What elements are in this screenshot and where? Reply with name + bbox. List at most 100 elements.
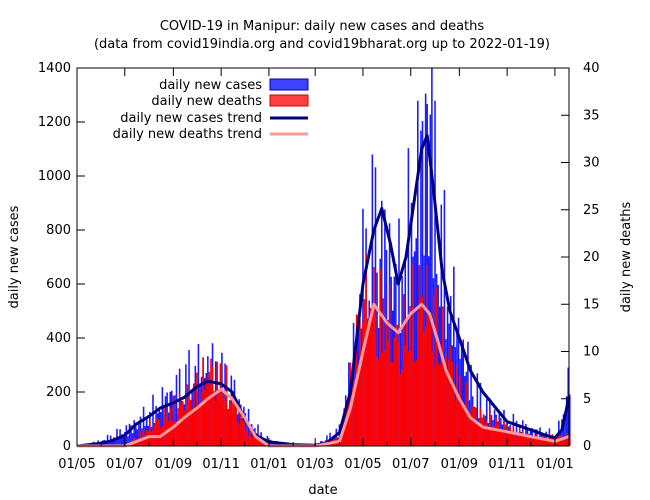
y2-tick-label: 25 — [583, 203, 600, 218]
deaths-bar — [564, 439, 566, 446]
deaths-bar — [207, 384, 209, 446]
deaths-bar — [467, 416, 469, 446]
axes-layer: 0 200 400 600 800 1000 1200 1400 0 5 10 15 20 25 30 35 4… — [38, 61, 600, 472]
deaths-bar — [569, 437, 571, 446]
deaths-bar — [236, 422, 239, 446]
deaths-bar — [379, 268, 381, 446]
cases-bar — [120, 434, 123, 446]
deaths-bar — [214, 400, 217, 446]
deaths-bar — [438, 365, 441, 446]
deaths-bar — [199, 402, 201, 446]
deaths-bar — [507, 431, 510, 446]
deaths-bar — [230, 403, 233, 446]
cases-bar — [136, 429, 139, 446]
deaths-bar — [246, 429, 248, 446]
deaths-bar — [225, 365, 228, 446]
deaths-bar — [235, 400, 237, 446]
x-tick-label: 01/01 — [536, 457, 573, 472]
deaths-bar — [188, 396, 190, 446]
cases-bar — [384, 209, 386, 446]
cases-bar — [457, 317, 460, 446]
deaths-bar — [504, 424, 507, 446]
deaths-bar — [249, 424, 251, 446]
deaths-bar — [393, 337, 396, 446]
deaths-bar — [395, 323, 397, 446]
y2-tick-label: 20 — [583, 250, 600, 265]
cases-bar — [130, 425, 132, 446]
deaths-bar — [427, 310, 430, 446]
deaths-bar — [177, 408, 179, 446]
x-tick-label: 01/01 — [250, 457, 287, 472]
deaths-bar — [526, 433, 529, 446]
chart-subtitle: (data from covid19india.org and covid19b… — [94, 37, 550, 52]
cases-bar — [476, 373, 479, 446]
y2-tick-label: 40 — [583, 61, 600, 76]
deaths-bar — [434, 365, 436, 446]
cases-trend-line — [76, 134, 571, 448]
x-tick-label: 01/03 — [296, 457, 333, 472]
cases-bar — [453, 266, 455, 446]
x-tick-label: 01/11 — [488, 457, 525, 472]
deaths-bar — [232, 392, 234, 446]
deaths-bar — [150, 431, 153, 446]
deaths-bar — [163, 406, 165, 446]
y2-tick-label: 10 — [583, 345, 600, 360]
y-tick-label: 0 — [63, 439, 71, 454]
cases-bar — [238, 399, 240, 446]
deaths-bar — [374, 311, 377, 446]
deaths-bar — [539, 439, 541, 446]
deaths-bar — [141, 436, 143, 446]
deaths-bar — [357, 371, 360, 446]
x-tick-label: 01/05 — [58, 457, 95, 472]
cases-bar — [415, 238, 418, 446]
cases-bar — [142, 406, 145, 446]
cases-bar — [431, 68, 433, 446]
deaths-bar — [371, 306, 374, 446]
deaths-bar — [152, 430, 154, 446]
deaths-bar — [158, 419, 161, 446]
deaths-bar — [224, 401, 226, 446]
deaths-bar — [471, 405, 474, 446]
deaths-bar — [382, 298, 385, 446]
deaths-bar — [155, 419, 157, 446]
deaths-bar — [211, 366, 214, 446]
y2-tick-label: 15 — [583, 297, 600, 312]
deaths-bar — [476, 424, 479, 446]
deaths-bar — [241, 420, 244, 446]
deaths-bar — [228, 400, 231, 446]
deaths-bar — [547, 438, 549, 446]
deaths-bar — [528, 433, 530, 446]
deaths-bar — [233, 399, 236, 446]
deaths-bar — [388, 284, 391, 446]
cases-bar — [421, 120, 424, 447]
cases-bar — [113, 437, 115, 446]
deaths-bar — [174, 422, 176, 446]
deaths-bar — [482, 414, 485, 446]
deaths-bar — [243, 420, 245, 446]
x-tick-label: 01/07 — [106, 457, 143, 472]
deaths-bar — [380, 352, 383, 446]
deaths-bar — [474, 407, 477, 446]
deaths-bar — [208, 371, 211, 446]
cases-bar — [338, 424, 341, 446]
deaths-bar — [518, 427, 521, 446]
y2-tick-label: 30 — [583, 156, 600, 171]
deaths-bar — [446, 369, 449, 446]
deaths-bar — [398, 342, 400, 446]
deaths-bar — [457, 396, 460, 446]
cases-bar — [467, 341, 469, 446]
deaths-bar — [435, 287, 438, 446]
deaths-bar — [440, 351, 443, 446]
legend-label-cases: daily new cases — [159, 78, 262, 93]
deaths-bar — [337, 440, 339, 446]
deaths-bar — [520, 435, 522, 446]
deaths-bar — [470, 413, 472, 446]
deaths-bar — [258, 436, 261, 446]
deaths-bar — [213, 391, 215, 446]
cases-bar — [424, 93, 427, 446]
deaths-bar — [473, 407, 475, 446]
deaths-bar — [443, 361, 446, 446]
cases-bar — [171, 390, 173, 446]
deaths-bar — [180, 403, 182, 446]
deaths-bar — [429, 324, 432, 446]
